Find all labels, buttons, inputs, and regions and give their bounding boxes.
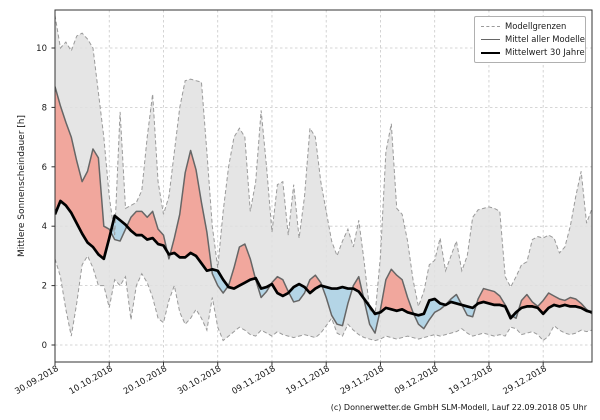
x-tick-label: 19.11.2018 xyxy=(285,364,332,397)
copyright-caption: (c) Donnerwetter.de GmbH SLM-Modell, Lau… xyxy=(330,403,587,412)
y-tick-label: 2 xyxy=(42,282,47,292)
lower-bound-line xyxy=(55,254,592,342)
fill-below-normal xyxy=(211,269,229,294)
dashed-line-icon xyxy=(481,26,500,27)
fill-above-normal xyxy=(379,269,414,315)
x-tick-label: 29.11.2018 xyxy=(339,364,386,397)
legend-item-mittel-aller-modelle: Mittel aller Modelle xyxy=(481,34,585,45)
mean30-line xyxy=(55,199,592,320)
legend-label-modellgrenzen: Modellgrenzen xyxy=(505,21,567,31)
gray-line-icon xyxy=(481,39,500,40)
x-tick-label: 09.11.2018 xyxy=(230,364,277,397)
y-tick-label: 8 xyxy=(42,103,47,113)
model-range-band xyxy=(55,15,592,341)
upper-bound-line xyxy=(55,15,592,317)
y-tick-label: 10 xyxy=(36,44,47,54)
axis-ticks xyxy=(51,47,544,366)
fill-above-normal xyxy=(55,86,111,259)
fill-above-normal xyxy=(170,150,212,271)
axes-frame xyxy=(54,9,593,363)
legend-item-modellgrenzen: Modellgrenzen xyxy=(481,21,581,32)
legend: Modellgrenzen Mittel aller Modelle Mitte… xyxy=(474,16,586,63)
black-line-icon xyxy=(481,51,500,54)
x-tick-label: 20.10.2018 xyxy=(122,364,169,397)
legend-label-mittel-aller-modelle: Mittel aller Modelle xyxy=(505,34,585,44)
y-tick-label: 6 xyxy=(42,163,47,173)
x-tick-label: 09.12.2018 xyxy=(393,364,440,397)
x-tick-label: 30.09.2018 xyxy=(13,364,60,397)
legend-item-mittelwert-30-jahre: Mittelwert 30 Jahre xyxy=(481,47,585,58)
legend-label-mittelwert-30-jahre: Mittelwert 30 Jahre xyxy=(505,47,585,57)
y-tick-label: 4 xyxy=(42,222,47,232)
x-tick-label: 19.12.2018 xyxy=(447,364,494,397)
y-axis-label: Mittlere Sonnenscheindauer [h] xyxy=(17,115,27,257)
model-mean-line xyxy=(55,86,592,334)
x-tick-label: 30.10.2018 xyxy=(176,364,223,397)
fill-above-normal xyxy=(270,276,289,296)
plot-area xyxy=(55,15,592,342)
fill-below-normal xyxy=(363,298,380,334)
x-tick-label: 10.10.2018 xyxy=(68,364,115,397)
x-tick-label: 29.12.2018 xyxy=(502,364,549,397)
fill-above-normal xyxy=(476,288,513,319)
y-tick-label: 0 xyxy=(42,341,47,351)
